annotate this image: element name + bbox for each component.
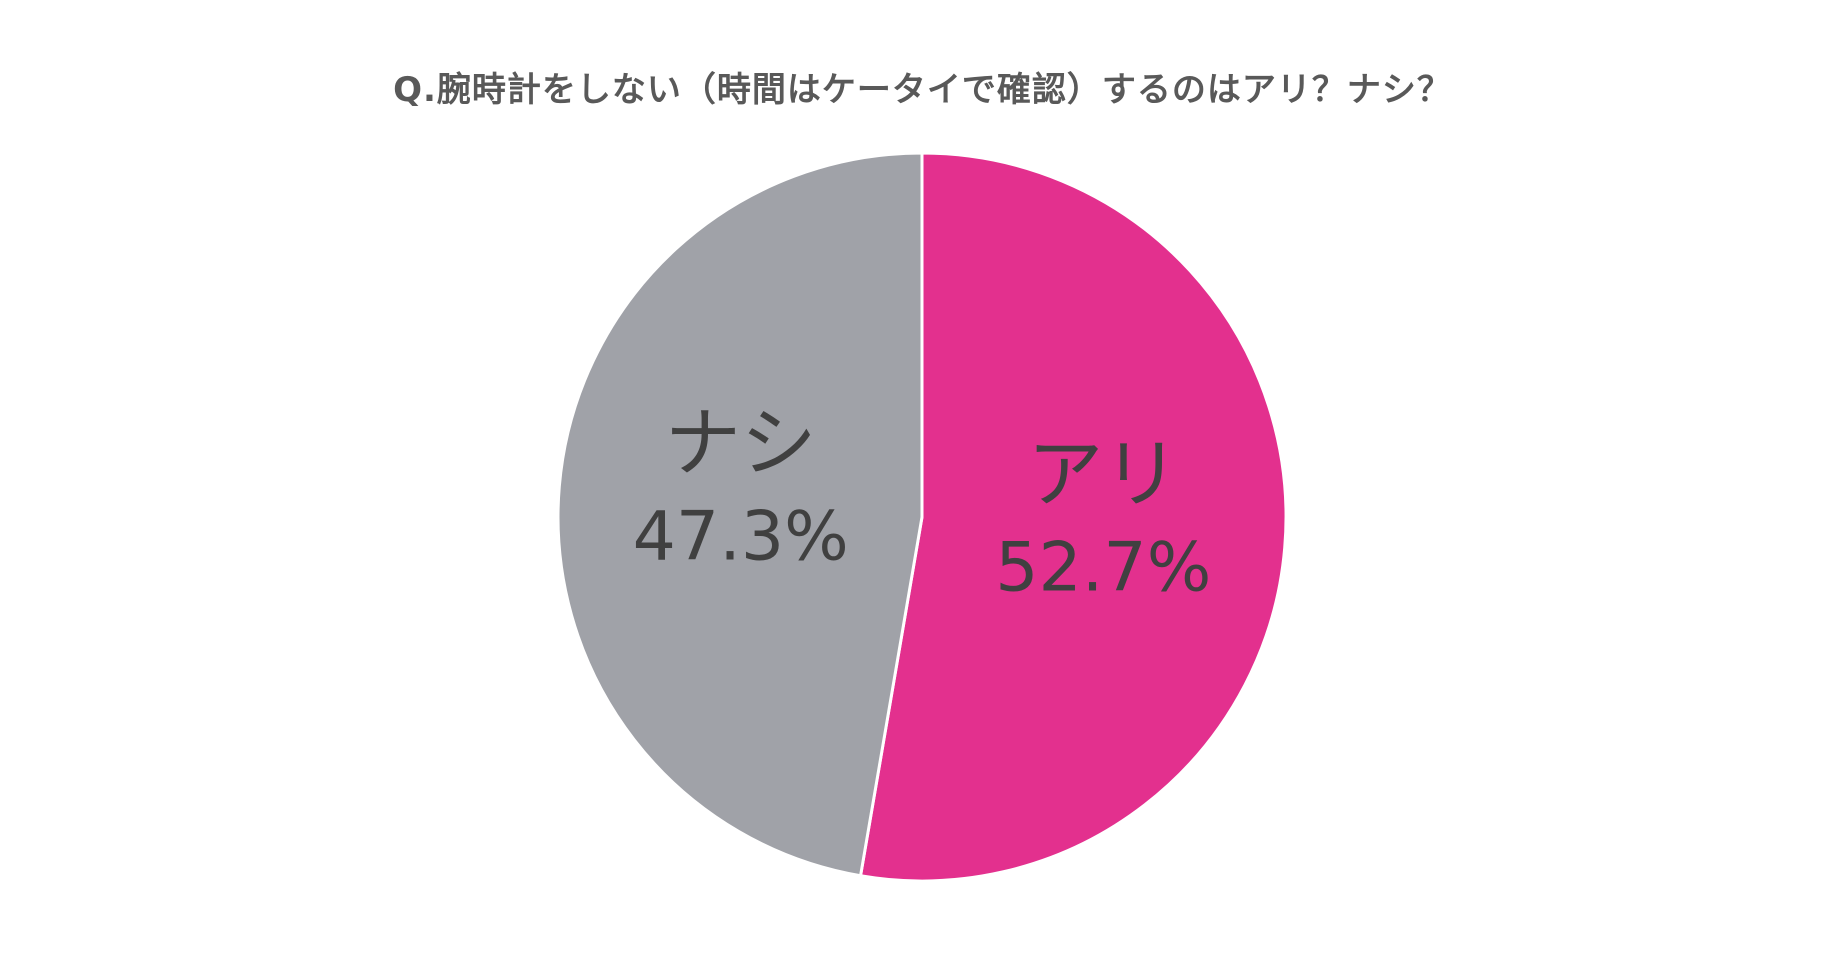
pie-slice-0 — [859, 151, 1288, 883]
slice-label-1: ナシ — [665, 399, 817, 488]
slice-label-0: アリ — [1027, 429, 1179, 518]
slice-value-1: 47.3% — [633, 498, 849, 577]
chart-title: Q.腕時計をしない（時間はケータイで確認）するのはアリ？ナシ？ — [393, 70, 1452, 110]
slice-value-0: 52.7% — [995, 528, 1211, 607]
pie-slice-1 — [556, 151, 924, 878]
